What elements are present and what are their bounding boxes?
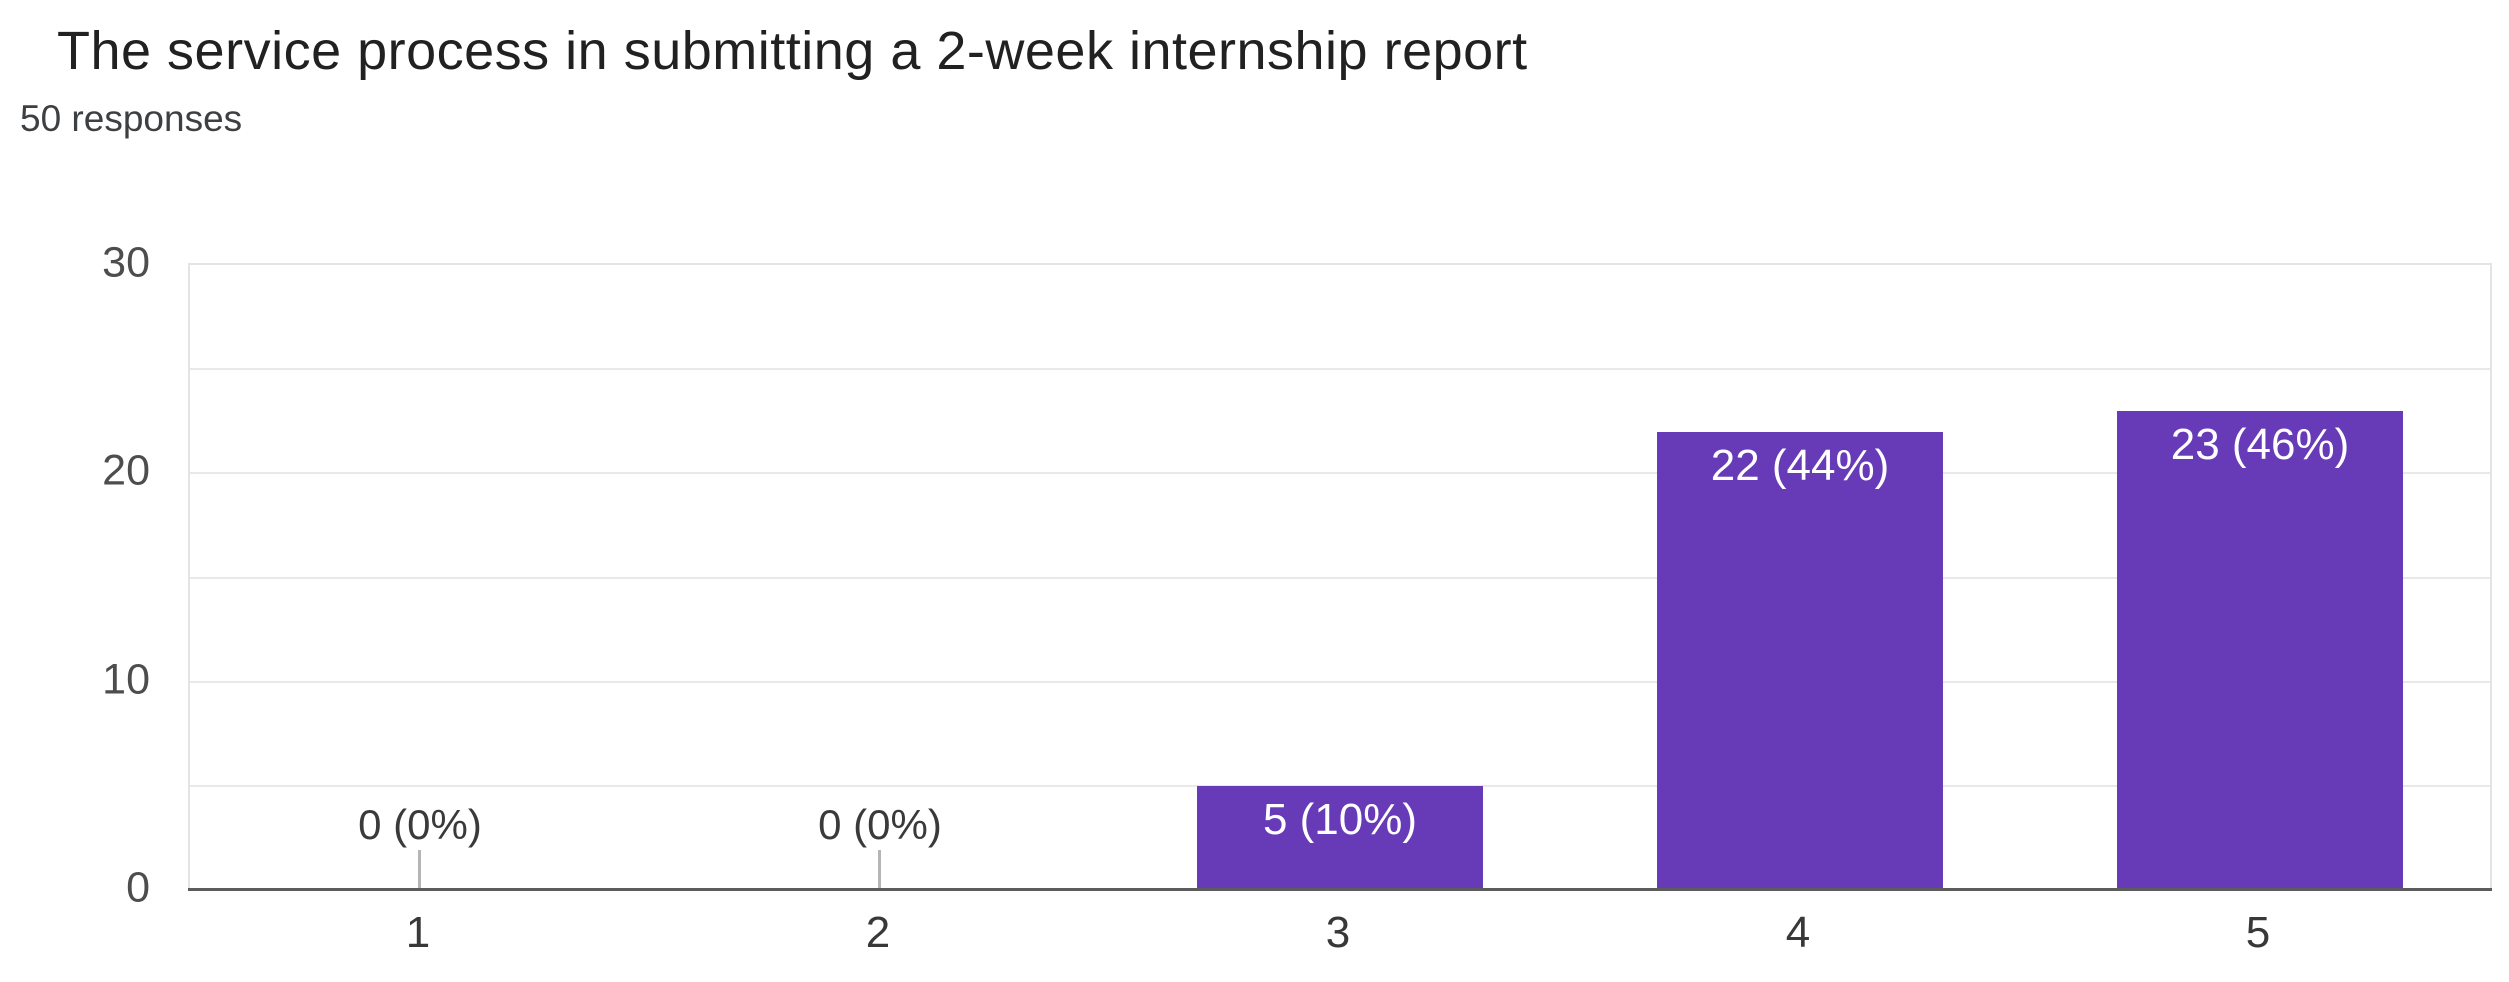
- x-tick-label-2: 2: [865, 908, 891, 957]
- zero-leader-line-1: [418, 850, 422, 890]
- x-tick-label-1: 1: [405, 908, 431, 957]
- plot-area: 0 (0%) 0 (0%) 5 (10%) 22 (44%) 23 (46%): [188, 263, 2492, 891]
- bar-value-label-5: 23 (46%): [2170, 419, 2350, 469]
- x-tick-label-3: 3: [1325, 908, 1351, 957]
- zero-value-wrap-1: 0 (0%): [358, 265, 482, 890]
- bar-slot-5: 23 (46%): [2030, 265, 2490, 890]
- y-axis: 0 10 20 30: [0, 241, 150, 909]
- bar-3: 5 (10%): [1197, 785, 1483, 890]
- y-tick-label-20: 20: [102, 446, 150, 495]
- zero-value-label-2: 0 (0%): [818, 801, 942, 848]
- bar-value-label-4: 22 (44%): [1710, 440, 1890, 490]
- x-tick-label-5: 5: [2245, 908, 2271, 957]
- bars-layer: 0 (0%) 0 (0%) 5 (10%) 22 (44%) 23 (46%): [190, 265, 2490, 890]
- response-count: 50 responses: [20, 98, 243, 139]
- zero-value-label-1: 0 (0%): [358, 801, 482, 848]
- gridline-10: [190, 680, 2490, 683]
- gridline-25: [190, 368, 2490, 371]
- bar-slot-4: 22 (44%): [1570, 265, 2030, 890]
- y-tick-label-0: 0: [126, 863, 150, 912]
- x-tick-label-4: 4: [1785, 908, 1811, 957]
- gridline-15: [190, 576, 2490, 579]
- zero-leader-line-2: [878, 850, 882, 890]
- gridline-20: [190, 472, 2490, 475]
- chart-title: The service process in submitting a 2-we…: [57, 21, 1528, 81]
- bar-5: 23 (46%): [2117, 410, 2403, 890]
- y-tick-label-10: 10: [102, 655, 150, 704]
- bar-slot-3: 5 (10%): [1110, 265, 1570, 890]
- bar-slot-1: 0 (0%): [190, 265, 650, 890]
- x-axis: 1 2 3 4 5: [188, 891, 2488, 955]
- y-tick-label-30: 30: [102, 238, 150, 287]
- zero-value-wrap-2: 0 (0%): [818, 265, 942, 890]
- bar-value-label-3: 5 (10%): [1262, 794, 1418, 844]
- bar-slot-2: 0 (0%): [650, 265, 1110, 890]
- x-axis-baseline: [188, 888, 2492, 891]
- bar-4: 22 (44%): [1657, 431, 1943, 890]
